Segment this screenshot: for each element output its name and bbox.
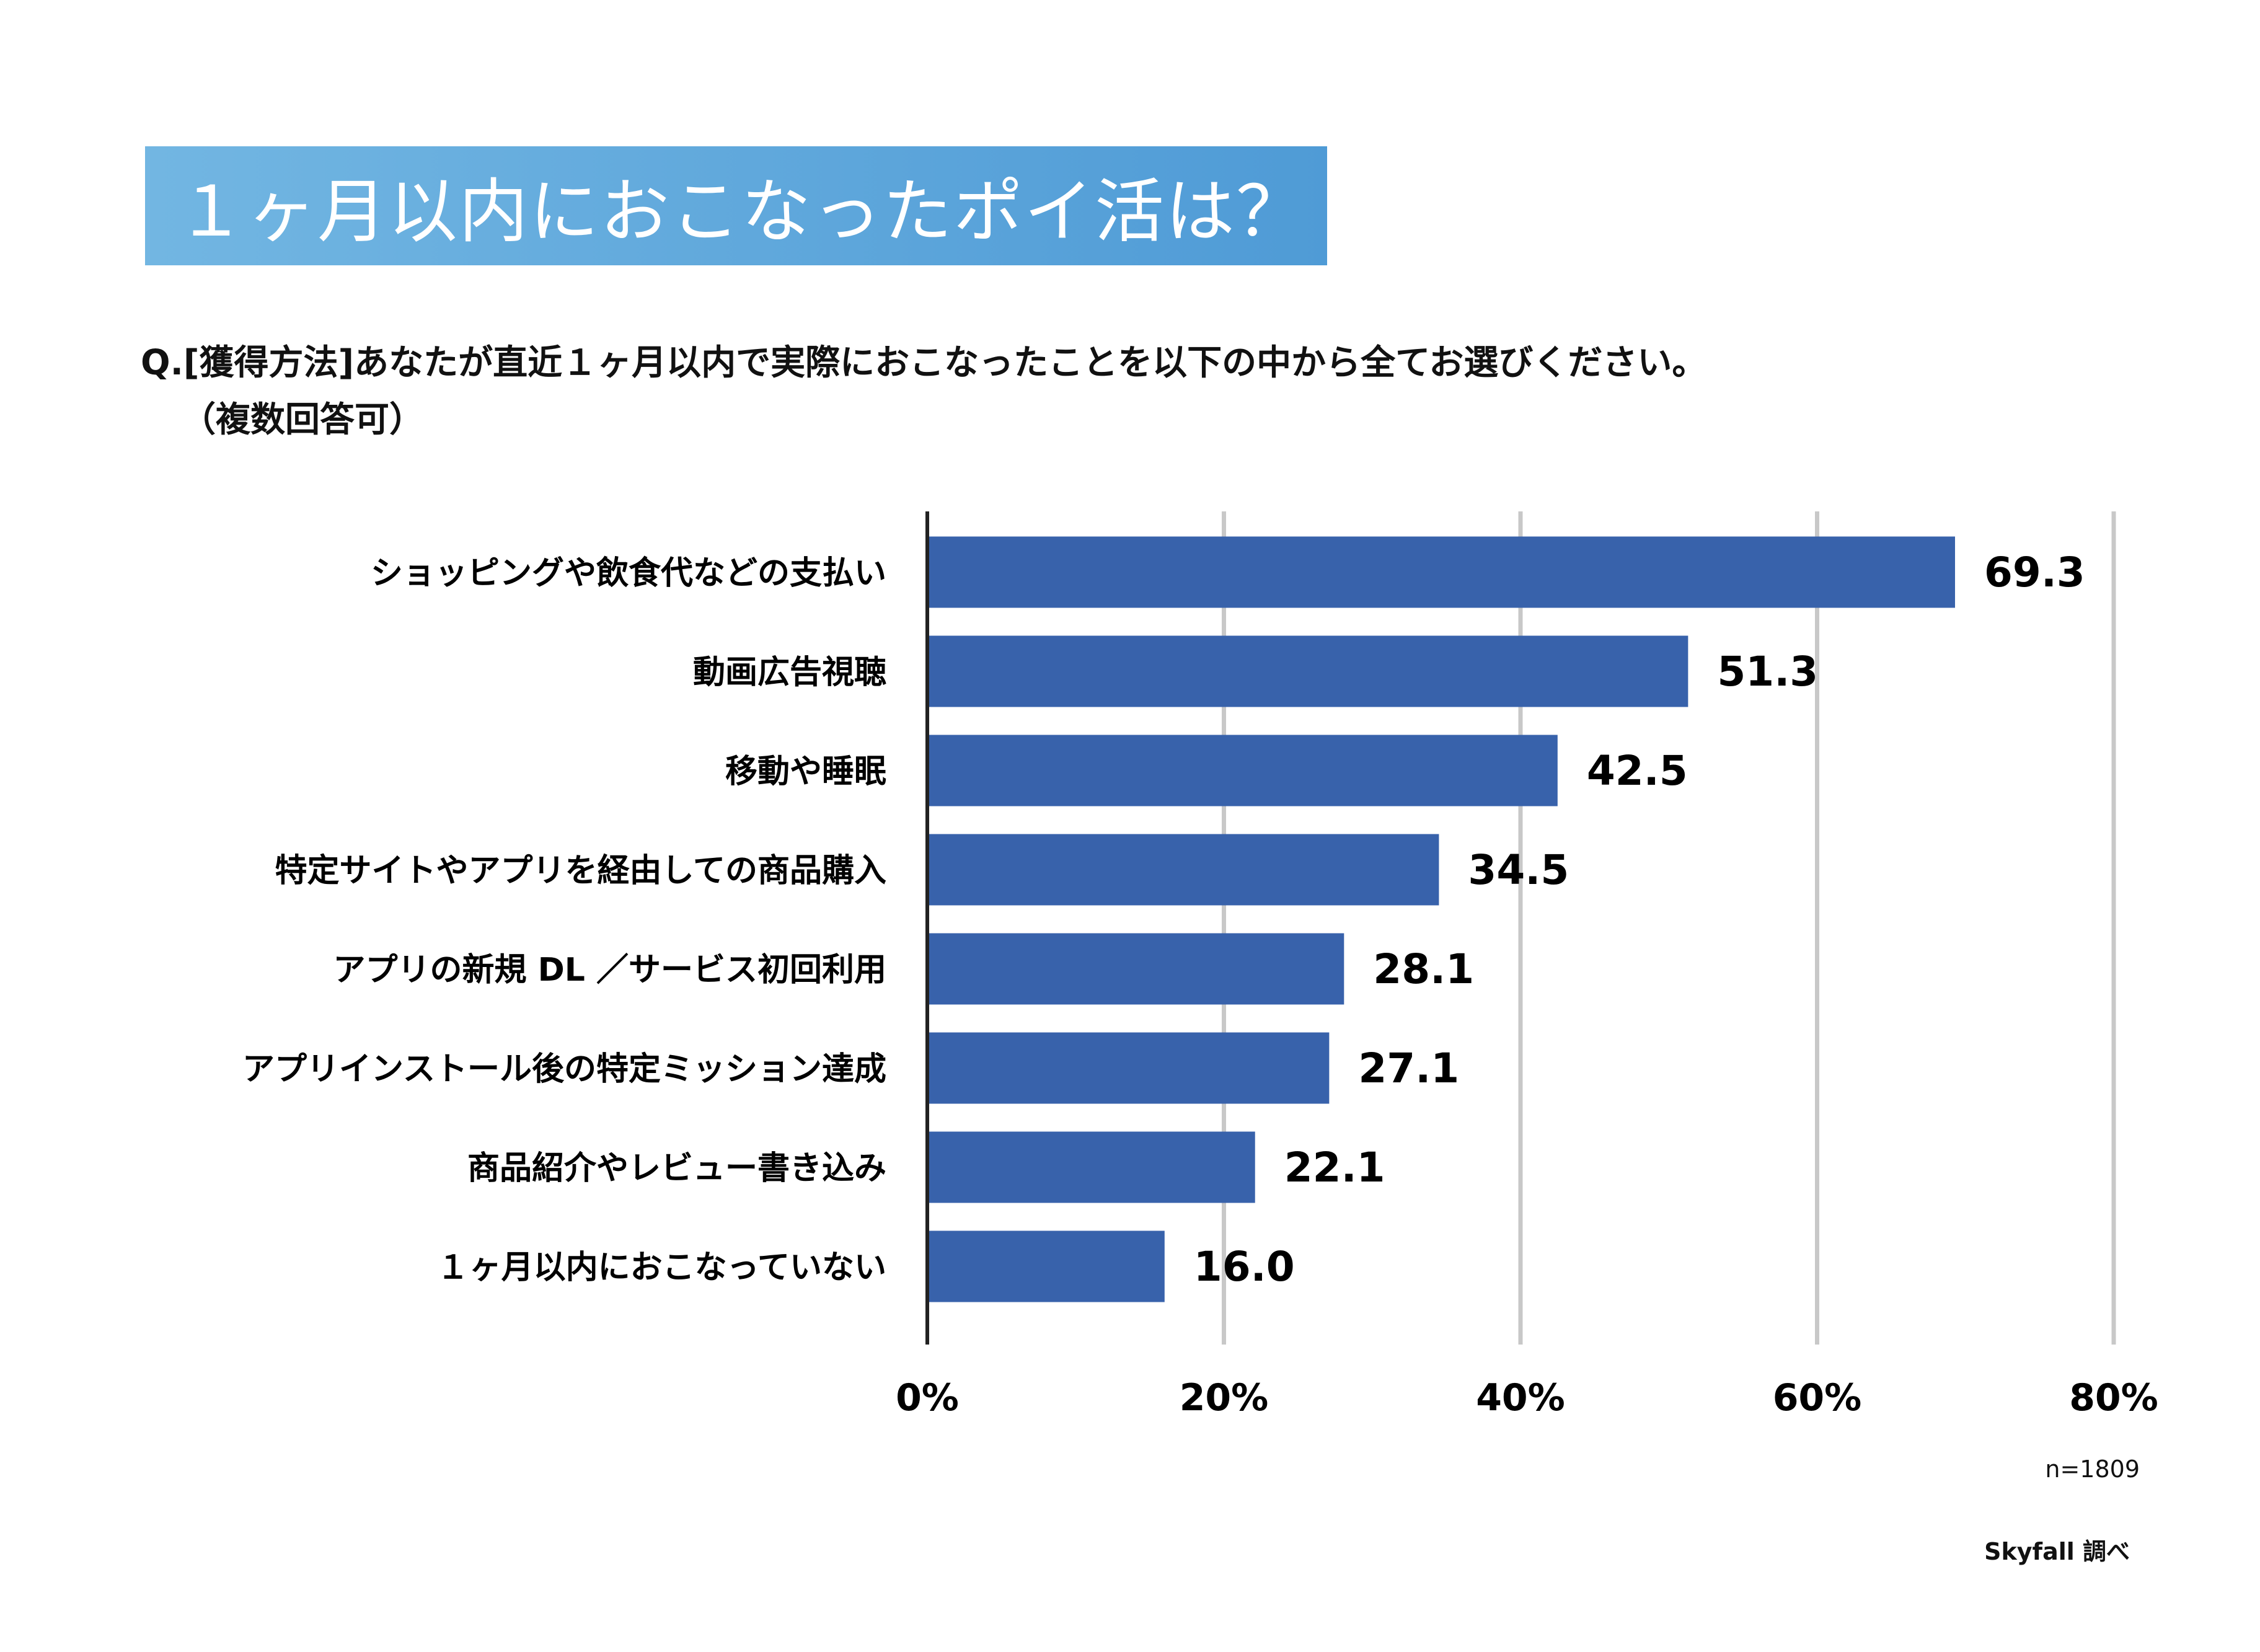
value-label: 69.3 — [1984, 549, 2085, 596]
bar — [927, 1230, 1165, 1302]
bar — [927, 635, 1688, 707]
category-label: １ヶ月以内におこなっていない — [437, 1249, 886, 1286]
question-text: Q.[獲得方法]あなたが直近１ヶ月以内で実際におこなったことを以下の中から全てお… — [141, 343, 1707, 383]
x-tick-label: 20% — [1180, 1376, 1269, 1420]
x-tick-label: 40% — [1476, 1376, 1565, 1420]
category-label: 移動や睡眠 — [725, 753, 886, 790]
category-label: アプリの新規 DL ／サービス初回利用 — [333, 952, 886, 989]
value-label: 28.1 — [1373, 945, 1474, 993]
x-tick-label: 60% — [1773, 1376, 1862, 1420]
bar — [927, 536, 1956, 608]
category-label: 商品紹介やレビュー書き込み — [467, 1150, 886, 1187]
x-tick-label: 80% — [2069, 1376, 2158, 1420]
bar — [927, 933, 1344, 1005]
value-label: 51.3 — [1717, 648, 1818, 696]
sample-size: n=1809 — [2045, 1455, 2140, 1483]
x-tick-label: 0% — [896, 1376, 959, 1420]
category-label: 特定サイトやアプリを経由しての商品購入 — [275, 852, 886, 890]
chart-title: １ヶ月以内におこなったポイ活は？ — [176, 172, 1307, 252]
value-label: 16.0 — [1194, 1243, 1295, 1291]
value-label: 34.5 — [1468, 846, 1569, 894]
category-label: ショッピングや飲食代などの支払い — [371, 555, 886, 592]
bar — [927, 1131, 1255, 1203]
category-label: 動画広告視聴 — [693, 654, 886, 691]
bar — [927, 1032, 1330, 1104]
source-note: Skyfall 調べ — [1984, 1538, 2130, 1565]
bar — [927, 834, 1439, 906]
value-label: 27.1 — [1358, 1045, 1459, 1092]
value-label: 22.1 — [1284, 1144, 1385, 1191]
title-banner: １ヶ月以内におこなったポイ活は？ — [145, 146, 1327, 265]
category-label: アプリインストール後の特定ミッション達成 — [242, 1051, 886, 1088]
question-note: （複数回答可） — [181, 400, 424, 440]
bar — [927, 735, 1558, 806]
value-label: 42.5 — [1587, 747, 1688, 795]
